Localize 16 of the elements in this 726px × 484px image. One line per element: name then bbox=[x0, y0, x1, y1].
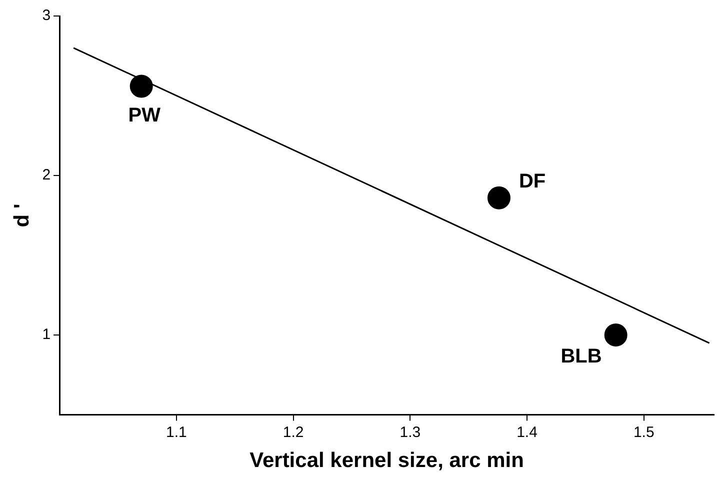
y-tick-label: 1 bbox=[42, 326, 51, 344]
x-tick-label: 1.3 bbox=[400, 424, 421, 441]
x-tick-label: 1.1 bbox=[166, 424, 187, 441]
y-tick-label: 2 bbox=[42, 166, 51, 184]
x-axis-title: Vertical kernel size, arc min bbox=[250, 449, 524, 472]
x-tick-label: 1.2 bbox=[282, 424, 304, 441]
y-axis-title: d ' bbox=[10, 204, 34, 228]
x-tick-label: 1.4 bbox=[516, 424, 538, 441]
point bbox=[604, 324, 628, 347]
point bbox=[130, 74, 153, 98]
annotation: PW bbox=[128, 104, 161, 127]
annotation: BLB bbox=[560, 346, 602, 368]
x-tick-label: 1.5 bbox=[633, 424, 654, 441]
y-tick-label: 3 bbox=[42, 7, 51, 24]
point bbox=[487, 186, 510, 210]
annotation: DF bbox=[518, 170, 546, 192]
